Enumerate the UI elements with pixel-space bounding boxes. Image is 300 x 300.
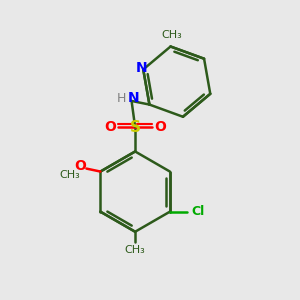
Text: O: O: [74, 159, 86, 172]
Text: O: O: [154, 120, 166, 134]
Text: O: O: [104, 120, 116, 134]
Text: H: H: [116, 92, 126, 105]
Text: CH₃: CH₃: [59, 170, 80, 180]
Text: N: N: [136, 61, 148, 75]
Text: S: S: [130, 120, 141, 135]
Text: CH₃: CH₃: [125, 245, 146, 255]
Text: Cl: Cl: [192, 205, 205, 218]
Text: CH₃: CH₃: [162, 30, 182, 40]
Text: N: N: [128, 91, 140, 105]
